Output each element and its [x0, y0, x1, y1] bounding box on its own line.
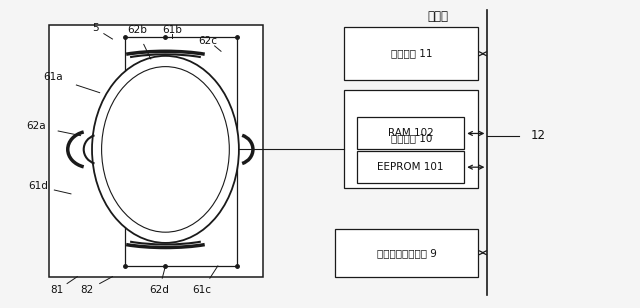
- Ellipse shape: [92, 56, 239, 243]
- Text: 62d: 62d: [149, 286, 169, 295]
- Text: 静電容量測定手段 9: 静電容量測定手段 9: [376, 248, 436, 258]
- Bar: [125, 38, 237, 266]
- Text: 61c: 61c: [193, 286, 211, 295]
- Bar: [344, 27, 478, 80]
- Bar: [344, 90, 478, 188]
- Text: 演算手段 11: 演算手段 11: [390, 49, 432, 59]
- Text: 61a: 61a: [44, 72, 63, 82]
- Text: 82: 82: [80, 286, 93, 295]
- Text: 81: 81: [51, 286, 63, 295]
- Text: 記憶手段 10: 記憶手段 10: [390, 134, 432, 144]
- Text: 61b: 61b: [162, 25, 182, 35]
- Bar: [357, 117, 465, 149]
- Text: 61d: 61d: [28, 181, 47, 191]
- Text: EEPROM 101: EEPROM 101: [378, 162, 444, 172]
- Text: 12: 12: [531, 129, 546, 142]
- Text: RAM 102: RAM 102: [388, 128, 433, 138]
- Bar: [335, 229, 478, 277]
- Text: 62c: 62c: [199, 35, 218, 46]
- Text: 5: 5: [92, 23, 99, 33]
- Text: 62b: 62b: [127, 25, 147, 35]
- Text: 主制御: 主制御: [428, 10, 449, 23]
- Text: 62a: 62a: [26, 121, 45, 132]
- Bar: [49, 25, 262, 277]
- Bar: [357, 151, 465, 183]
